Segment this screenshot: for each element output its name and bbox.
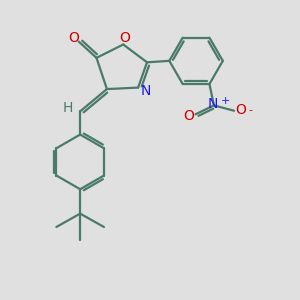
Text: +: + [220,96,230,106]
Text: H: H [63,101,74,116]
Text: O: O [68,31,79,45]
Text: N: N [140,84,151,98]
Text: N: N [208,97,218,111]
Text: O: O [119,31,130,45]
Text: -: - [248,105,253,115]
Text: O: O [235,103,246,117]
Text: O: O [184,109,194,123]
